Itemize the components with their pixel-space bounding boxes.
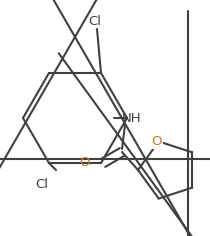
Text: Cl: Cl	[35, 178, 49, 191]
Text: Cl: Cl	[88, 15, 101, 28]
Text: NH: NH	[122, 111, 142, 125]
Text: O: O	[80, 156, 90, 169]
Text: O: O	[151, 135, 162, 148]
